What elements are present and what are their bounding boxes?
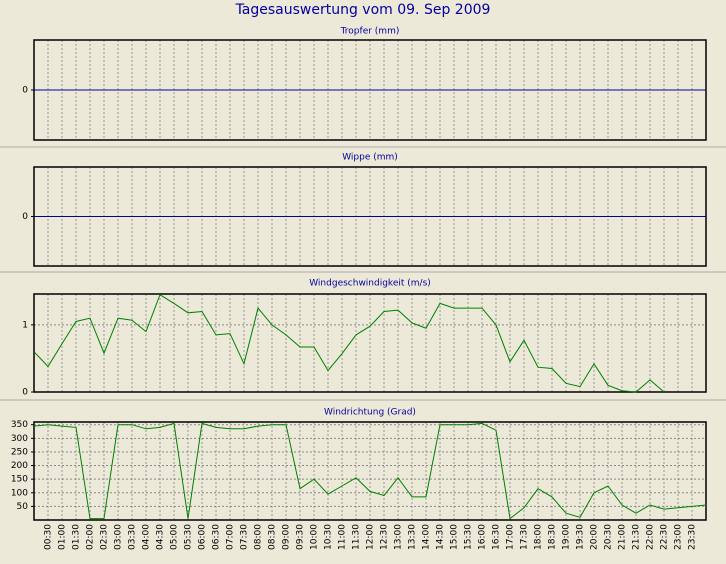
x-tick-label: 17:30 (520, 524, 530, 550)
x-tick-label: 16:30 (492, 524, 502, 550)
x-tick-label: 02:00 (86, 524, 96, 550)
x-tick-label: 10:00 (310, 524, 320, 550)
x-tick-label: 20:00 (590, 524, 600, 550)
y-tick-label: 100 (11, 488, 28, 498)
y-tick-label: 350 (11, 420, 28, 430)
x-tick-label: 21:00 (618, 524, 628, 550)
x-tick-label: 09:30 (296, 524, 306, 550)
x-tick-label: 16:00 (478, 524, 488, 550)
x-tick-label: 08:30 (268, 524, 278, 550)
y-tick-label: 50 (17, 502, 29, 512)
x-tick-label: 22:00 (646, 524, 656, 550)
x-tick-label: 12:30 (380, 524, 390, 550)
panel-title: Tropfer (mm) (340, 27, 400, 37)
x-tick-label: 11:30 (352, 524, 362, 550)
y-tick-label: 200 (11, 461, 28, 471)
y-tick-label: 0 (22, 212, 28, 222)
y-tick-label: 250 (11, 447, 28, 457)
x-tick-label: 03:30 (128, 524, 138, 550)
y-tick-label: 150 (11, 475, 28, 485)
x-tick-label: 03:00 (114, 524, 124, 550)
y-tick-label: 0 (22, 86, 28, 96)
panel-title: Wippe (mm) (342, 153, 398, 163)
x-tick-label: 13:00 (394, 524, 404, 550)
plot-frame (33, 293, 707, 393)
x-tick-label: 14:00 (422, 524, 432, 550)
data-line (33, 293, 665, 393)
x-tick-label: 02:30 (100, 524, 110, 550)
x-tick-label: 04:30 (156, 524, 166, 550)
x-tick-label: 23:30 (688, 524, 698, 550)
x-tick-label: 04:00 (142, 524, 152, 550)
y-tick-label: 1 (22, 320, 28, 330)
x-tick-label: 15:30 (464, 524, 474, 550)
x-tick-label: 18:00 (534, 524, 544, 550)
x-tick-label: 17:00 (506, 524, 516, 550)
x-tick-label: 10:30 (324, 524, 334, 550)
x-tick-label: 05:00 (170, 524, 180, 550)
x-tick-label: 01:00 (58, 524, 68, 550)
x-tick-label: 21:30 (632, 524, 642, 550)
x-tick-label: 19:30 (576, 524, 586, 550)
x-tick-label: 06:30 (212, 524, 222, 550)
panel-title: Windgeschwindigkeit (m/s) (309, 279, 431, 289)
y-tick-label: 300 (11, 434, 28, 444)
x-tick-label: 23:00 (674, 524, 684, 550)
x-tick-label: 19:00 (562, 524, 572, 550)
data-line (33, 422, 707, 520)
x-tick-label: 00:30 (44, 524, 54, 550)
y-tick-label: 0 (22, 388, 28, 398)
plot-frame (33, 421, 707, 521)
panel-title: Windrichtung (Grad) (324, 408, 416, 418)
x-tick-label: 18:30 (548, 524, 558, 550)
x-tick-label: 09:00 (282, 524, 292, 550)
x-tick-label: 15:00 (450, 524, 460, 550)
x-tick-label: 22:30 (660, 524, 670, 550)
x-tick-label: 08:00 (254, 524, 264, 550)
x-tick-label: 14:30 (436, 524, 446, 550)
x-tick-label: 01:30 (72, 524, 82, 550)
x-tick-label: 12:00 (366, 524, 376, 550)
x-tick-label: 20:30 (604, 524, 614, 550)
x-tick-label: 11:00 (338, 524, 348, 550)
x-tick-label: 13:30 (408, 524, 418, 550)
x-tick-label: 06:00 (198, 524, 208, 550)
x-tick-label: 07:00 (226, 524, 236, 550)
page-title: Tagesauswertung vom 09. Sep 2009 (235, 2, 491, 18)
x-tick-label: 05:30 (184, 524, 194, 550)
x-tick-label: 07:30 (240, 524, 250, 550)
